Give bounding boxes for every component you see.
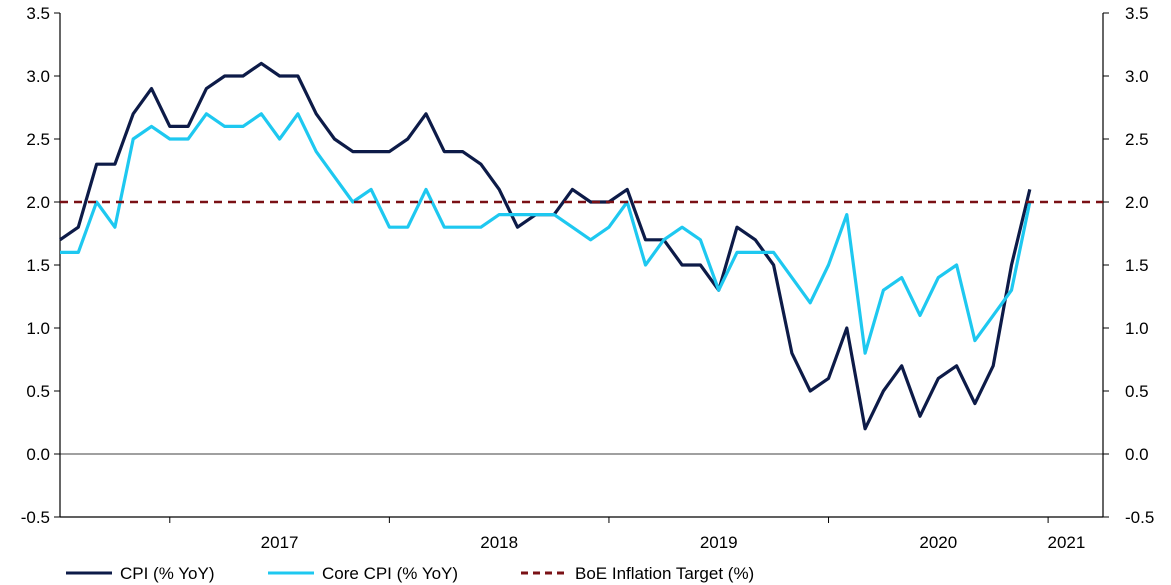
- left-y-axis: 3.5 3.0 2.5 2.0 1.5 1.0 0.5 0.0 -0.5: [21, 4, 61, 527]
- right-tick-label: 0.5: [1125, 382, 1149, 401]
- right-tick-label: 0.0: [1125, 445, 1149, 464]
- x-tick-label: 2018: [480, 533, 518, 552]
- left-tick-label: -0.5: [21, 508, 50, 527]
- legend-label: CPI (% YoY): [120, 564, 215, 583]
- left-tick-label: 1.0: [26, 319, 50, 338]
- right-tick-label: -0.5: [1125, 508, 1154, 527]
- cpi-line: [59, 61, 1032, 431]
- right-tick-label: 2.0: [1125, 193, 1149, 212]
- right-tick-label: 3.0: [1125, 67, 1149, 86]
- right-tick-label: 1.0: [1125, 319, 1149, 338]
- x-axis: 2017 2018 2019 2020 2021: [60, 516, 1103, 552]
- x-tick-label: 2021: [1047, 533, 1085, 552]
- x-tick-label: 2020: [919, 533, 957, 552]
- right-y-axis: 3.5 3.0 2.5 2.0 1.5 1.0 0.5 0.0 -0.5: [1102, 4, 1154, 527]
- left-tick-label: 3.5: [26, 4, 50, 23]
- left-tick-label: 0.0: [26, 445, 50, 464]
- left-tick-label: 3.0: [26, 67, 50, 86]
- left-tick-label: 2.5: [26, 130, 50, 149]
- legend: CPI (% YoY) Core CPI (% YoY) BoE Inflation…: [66, 564, 754, 583]
- left-tick-label: 2.0: [26, 193, 50, 212]
- right-tick-label: 2.5: [1125, 130, 1149, 149]
- x-tick-label: 2019: [700, 533, 738, 552]
- legend-label: Core CPI (% YoY): [322, 564, 458, 583]
- core-cpi-line: [60, 112, 1032, 355]
- left-tick-label: 1.5: [26, 256, 50, 275]
- x-tick-label: 2017: [261, 533, 299, 552]
- right-tick-label: 3.5: [1125, 4, 1149, 23]
- right-tick-label: 1.5: [1125, 256, 1149, 275]
- plot-area: [59, 61, 1103, 455]
- left-tick-label: 0.5: [26, 382, 50, 401]
- legend-label: BoE Inflation Target (%): [575, 564, 754, 583]
